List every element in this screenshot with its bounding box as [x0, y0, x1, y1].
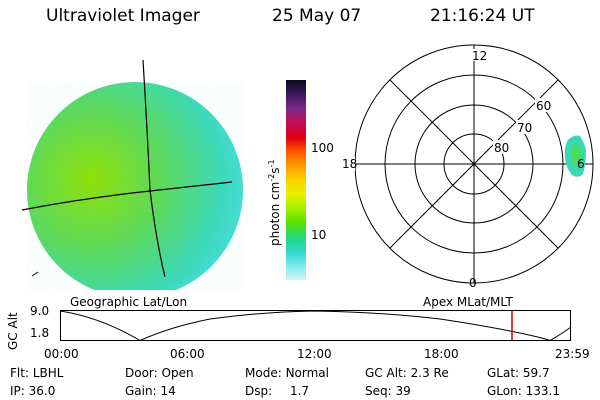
info-gc-alt: GC Alt: 2.3 Re [365, 366, 449, 380]
info-glon: GLon: 133.1 [487, 384, 560, 398]
time-label: 21:16:24 UT [430, 6, 535, 26]
time-tick-0600: 06:00 [170, 347, 205, 361]
glon-value: 133.1 [525, 384, 560, 398]
filter-label: Flt: [10, 366, 29, 380]
unit-s: s [268, 167, 282, 174]
info-door: Door: Open [125, 366, 194, 380]
time-tick-2359: 23:59 [555, 347, 590, 361]
ip-label: IP: [10, 384, 25, 398]
seq-value: 39 [395, 384, 411, 398]
lat-label-70: 70 [517, 121, 532, 135]
gain-label: Gain: [125, 384, 157, 398]
time-tick-1200: 12:00 [297, 347, 332, 361]
altitude-timeline-plot [60, 310, 572, 342]
info-seq: Seq: 39 [365, 384, 411, 398]
mode-value: Normal [285, 366, 329, 380]
time-tick-0000: 00:00 [44, 347, 79, 361]
color-scale-bar [286, 80, 306, 280]
alt-plot-frame [60, 310, 571, 341]
ip-value: 36.0 [28, 384, 56, 398]
mlt-label-12: 12 [472, 49, 487, 63]
dsp-value: 1.7 [289, 384, 310, 398]
info-mode: Mode: Normal [245, 366, 329, 380]
filter-value: LBHL [32, 366, 64, 380]
limb-tick [31, 271, 39, 277]
mlt-label-6: 6 [577, 157, 585, 171]
alt-tick-low: 1.8 [30, 326, 50, 340]
colorbar-tick-10: 10 [311, 228, 327, 242]
date-label: 25 May 07 [272, 6, 362, 26]
meridian-line [142, 59, 166, 278]
info-ip: IP: 36.0 [10, 384, 55, 398]
polar-mlat-mlt-plot: 12 18 6 0 60 70 80 [341, 44, 594, 290]
door-value: Open [161, 366, 194, 380]
glon-label: GLon: [487, 384, 522, 398]
uv-image-geographic [21, 59, 243, 290]
unit-exp-s: -1 [267, 159, 276, 168]
apex-label: Apex MLat/MLT [423, 295, 513, 309]
disk-speckle [27, 82, 243, 290]
glat-value: 59.7 [522, 366, 550, 380]
glat-label: GLat: [487, 366, 520, 380]
lat-label-80: 80 [494, 141, 509, 155]
info-filter: Flt: LBHL [10, 366, 63, 380]
colorbar-tick-100: 100 [311, 141, 334, 155]
altitude-curve [60, 310, 572, 342]
imager-title: Ultraviolet Imager [46, 6, 200, 26]
parallel-line [21, 181, 233, 211]
gain-value: 14 [160, 384, 176, 398]
gc-alt-axis-label: GC Alt [6, 312, 20, 350]
time-tick-1800: 18:00 [424, 347, 459, 361]
colorbar-unit-label: photon cm-2s-1 [267, 159, 282, 246]
info-glat: GLat: 59.7 [487, 366, 550, 380]
aurora-patch-inner [571, 144, 582, 168]
mlt-label-0: 0 [469, 276, 477, 290]
info-gain: Gain: 14 [125, 384, 176, 398]
info-dsp: Dsp: 1.7 [245, 384, 309, 398]
mlt-label-18: 18 [342, 157, 357, 171]
alt-tick-high: 9.0 [30, 304, 50, 318]
mode-label: Mode: [245, 366, 282, 380]
dsp-label: Dsp: [245, 384, 273, 398]
geographic-label: Geographic Lat/Lon [70, 295, 188, 309]
unit-exp-cm: -2 [267, 173, 276, 182]
spoke-diag-2 [389, 79, 559, 249]
lat-label-60: 60 [536, 99, 551, 113]
gc-alt-label: GC Alt: [365, 366, 407, 380]
gc-alt-value: 2.3 Re [410, 366, 449, 380]
seq-label: Seq: [365, 384, 392, 398]
door-label: Door: [125, 366, 158, 380]
unit-text: photon cm [268, 181, 282, 246]
